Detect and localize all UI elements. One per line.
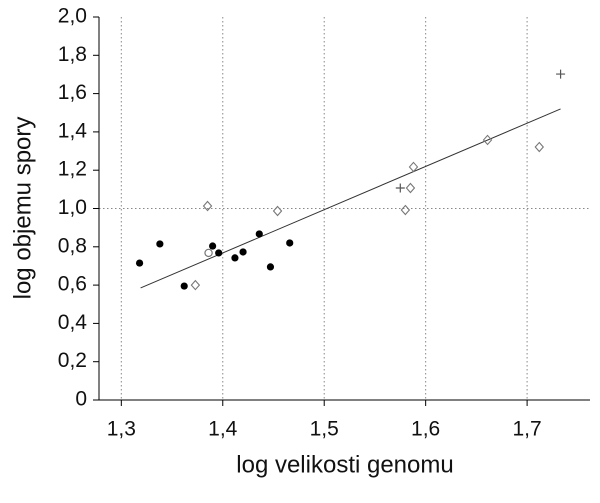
point	[255, 230, 263, 238]
point	[556, 69, 566, 79]
y-tick-label: 0,8	[58, 234, 87, 257]
y-tick-label: 1,6	[58, 81, 87, 104]
point	[190, 279, 201, 291]
x-tick-label: 1,3	[107, 418, 136, 441]
point	[209, 242, 217, 250]
y-tick-label: 0,2	[58, 349, 87, 372]
y-tick-label: 1,2	[58, 158, 87, 181]
point	[204, 248, 213, 258]
x-tick-label: 1,7	[513, 418, 542, 441]
point	[135, 259, 144, 267]
point	[202, 200, 213, 212]
point	[156, 240, 164, 248]
point	[405, 182, 416, 194]
y-tick-label: 2,0	[58, 5, 87, 28]
y-tick-label: 1,0	[58, 196, 87, 219]
point	[231, 254, 239, 262]
point	[239, 248, 247, 256]
x-tick-label: 1,6	[411, 418, 440, 441]
point	[395, 183, 405, 193]
point	[534, 141, 545, 153]
point	[400, 204, 411, 216]
point	[266, 263, 275, 271]
y-tick-label: 1,8	[58, 43, 87, 66]
y-tick-label: 0,4	[58, 311, 88, 334]
point	[286, 239, 294, 247]
x-axis-label: log velikosti genomu	[236, 451, 453, 478]
point	[482, 134, 493, 146]
y-tick-label: 0	[75, 388, 87, 411]
y-tick-label: 1,4	[58, 119, 88, 142]
y-axis-label: log objemu spory	[9, 117, 36, 300]
point	[180, 282, 188, 290]
trend-line	[140, 108, 561, 289]
point	[272, 205, 283, 217]
x-tick-label: 1,5	[310, 418, 339, 441]
point	[408, 161, 419, 173]
x-tick-label: 1,4	[208, 418, 238, 441]
point	[215, 249, 223, 257]
y-tick-label: 0,6	[58, 273, 87, 296]
